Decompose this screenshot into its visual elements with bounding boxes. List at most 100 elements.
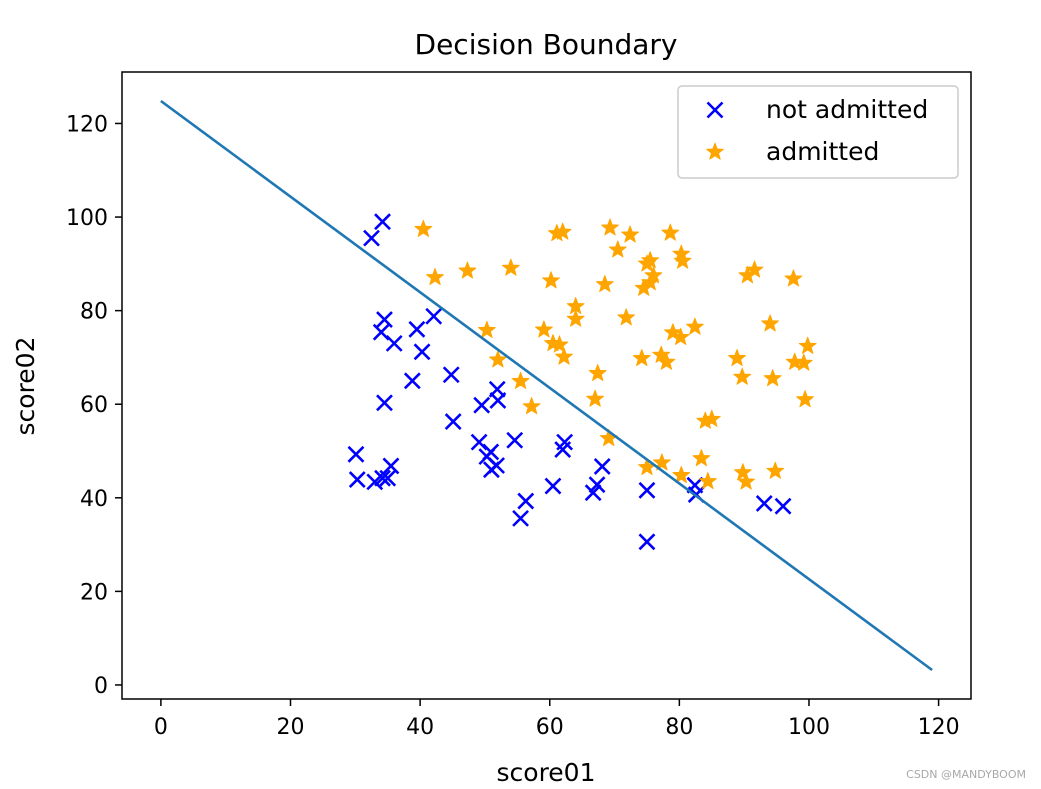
y-axis-label: score02 [11,337,40,436]
admitted-point [798,336,817,354]
admitted-point [685,317,704,335]
x-axis-ticks: 0 20 40 60 80 100 120 [154,699,960,740]
not-admitted-point [584,484,602,502]
admitted-point [728,348,746,367]
admitted-point [595,275,614,293]
legend: not admitted admitted [677,85,959,179]
admitted-point [784,269,803,287]
legend-star-marker [706,142,724,160]
admitted-point [617,308,636,326]
not-admitted-point [489,392,507,409]
x-tick-label: 60 [536,715,564,740]
admitted-point [763,369,782,387]
not-admitted-point [385,334,403,352]
not-admitted-point [544,477,562,495]
chart-title: Decision Boundary [415,28,678,61]
admitted-point [588,363,607,382]
not-admitted-point [593,458,611,475]
not-admitted-point [348,471,366,488]
admitted-point [644,266,663,284]
legend-x-marker [706,101,724,119]
not-admitted-point [374,213,391,231]
admitted-point [601,218,619,236]
x-tick-label: 100 [788,715,830,740]
admitted-point [663,323,682,341]
y-tick-label: 0 [94,674,108,699]
y-tick-label: 80 [80,300,108,325]
not-admitted-point [382,457,400,475]
admitted-point [733,367,752,385]
legend-marker-admitted [706,142,724,160]
admitted-point [785,352,804,370]
admitted-point [766,461,785,479]
admitted-point [414,219,433,237]
not-admitted-point [556,433,574,451]
not-admitted-point [517,492,535,510]
admitted-point [550,335,569,353]
admitted-point [698,472,717,490]
not-admitted-point [470,433,488,451]
y-tick-label: 100 [66,206,108,231]
not-admitted-point [376,311,393,328]
not-admitted-point [379,469,397,487]
y-axis-ticks: 0 20 40 60 80 100 120 [66,112,122,699]
admitted-point [657,352,676,370]
admitted-point [553,222,572,240]
admitted-point [672,465,691,484]
not-admitted-point [408,320,426,338]
admitted-point [542,271,560,289]
x-axis-label: score01 [497,758,596,787]
admitted-point [737,472,756,490]
admitted-point [608,240,627,258]
x-tick-label: 120 [918,715,960,740]
legend-label-not-admitted: not admitted [766,95,928,124]
admitted-point [702,409,721,427]
not-admitted-point [473,396,491,414]
not-admitted-point [512,509,529,527]
plot-frame [121,71,972,700]
not-admitted-point [638,481,656,499]
y-tick-label: 20 [80,580,108,605]
x-tick-label: 80 [665,715,693,740]
admitted-point [794,353,813,371]
decision-boundary-line [160,99,933,672]
watermark: CSDN @MANDYBOOM [906,768,1026,781]
y-tick-label: 120 [66,112,108,137]
admitted-point [673,251,692,269]
admitted-point [632,348,651,367]
admitted-point [796,390,815,408]
admitted-point [426,268,444,286]
admitted-point [555,347,573,365]
y-tick-label: 60 [80,393,108,418]
not-admitted-point [488,457,506,474]
not-admitted-point [363,229,380,247]
not-admitted-point [774,497,792,515]
admitted-point [511,371,530,389]
admitted-point [534,320,553,338]
series-admitted [414,218,817,490]
admitted-point [501,258,520,276]
not-admitted-point [413,343,431,361]
y-tick-label: 40 [80,487,108,512]
admitted-point [621,225,640,243]
admitted-point [692,449,711,467]
admitted-point [745,260,764,278]
admitted-point [652,453,671,471]
admitted-point [671,327,690,345]
not-admitted-point [506,431,524,449]
not-admitted-point [588,476,606,494]
legend-marker-not-admitted [706,101,724,119]
admitted-point [661,223,680,241]
not-admitted-point [425,307,443,325]
admitted-point [477,320,496,338]
not-admitted-point [755,494,773,512]
not-admitted-point [638,533,656,551]
admitted-point [641,251,660,269]
not-admitted-point [444,413,462,430]
scatter-series [347,213,817,551]
legend-box [677,85,959,179]
admitted-point [458,261,477,279]
admitted-point [488,350,507,368]
admitted-point [761,314,780,332]
